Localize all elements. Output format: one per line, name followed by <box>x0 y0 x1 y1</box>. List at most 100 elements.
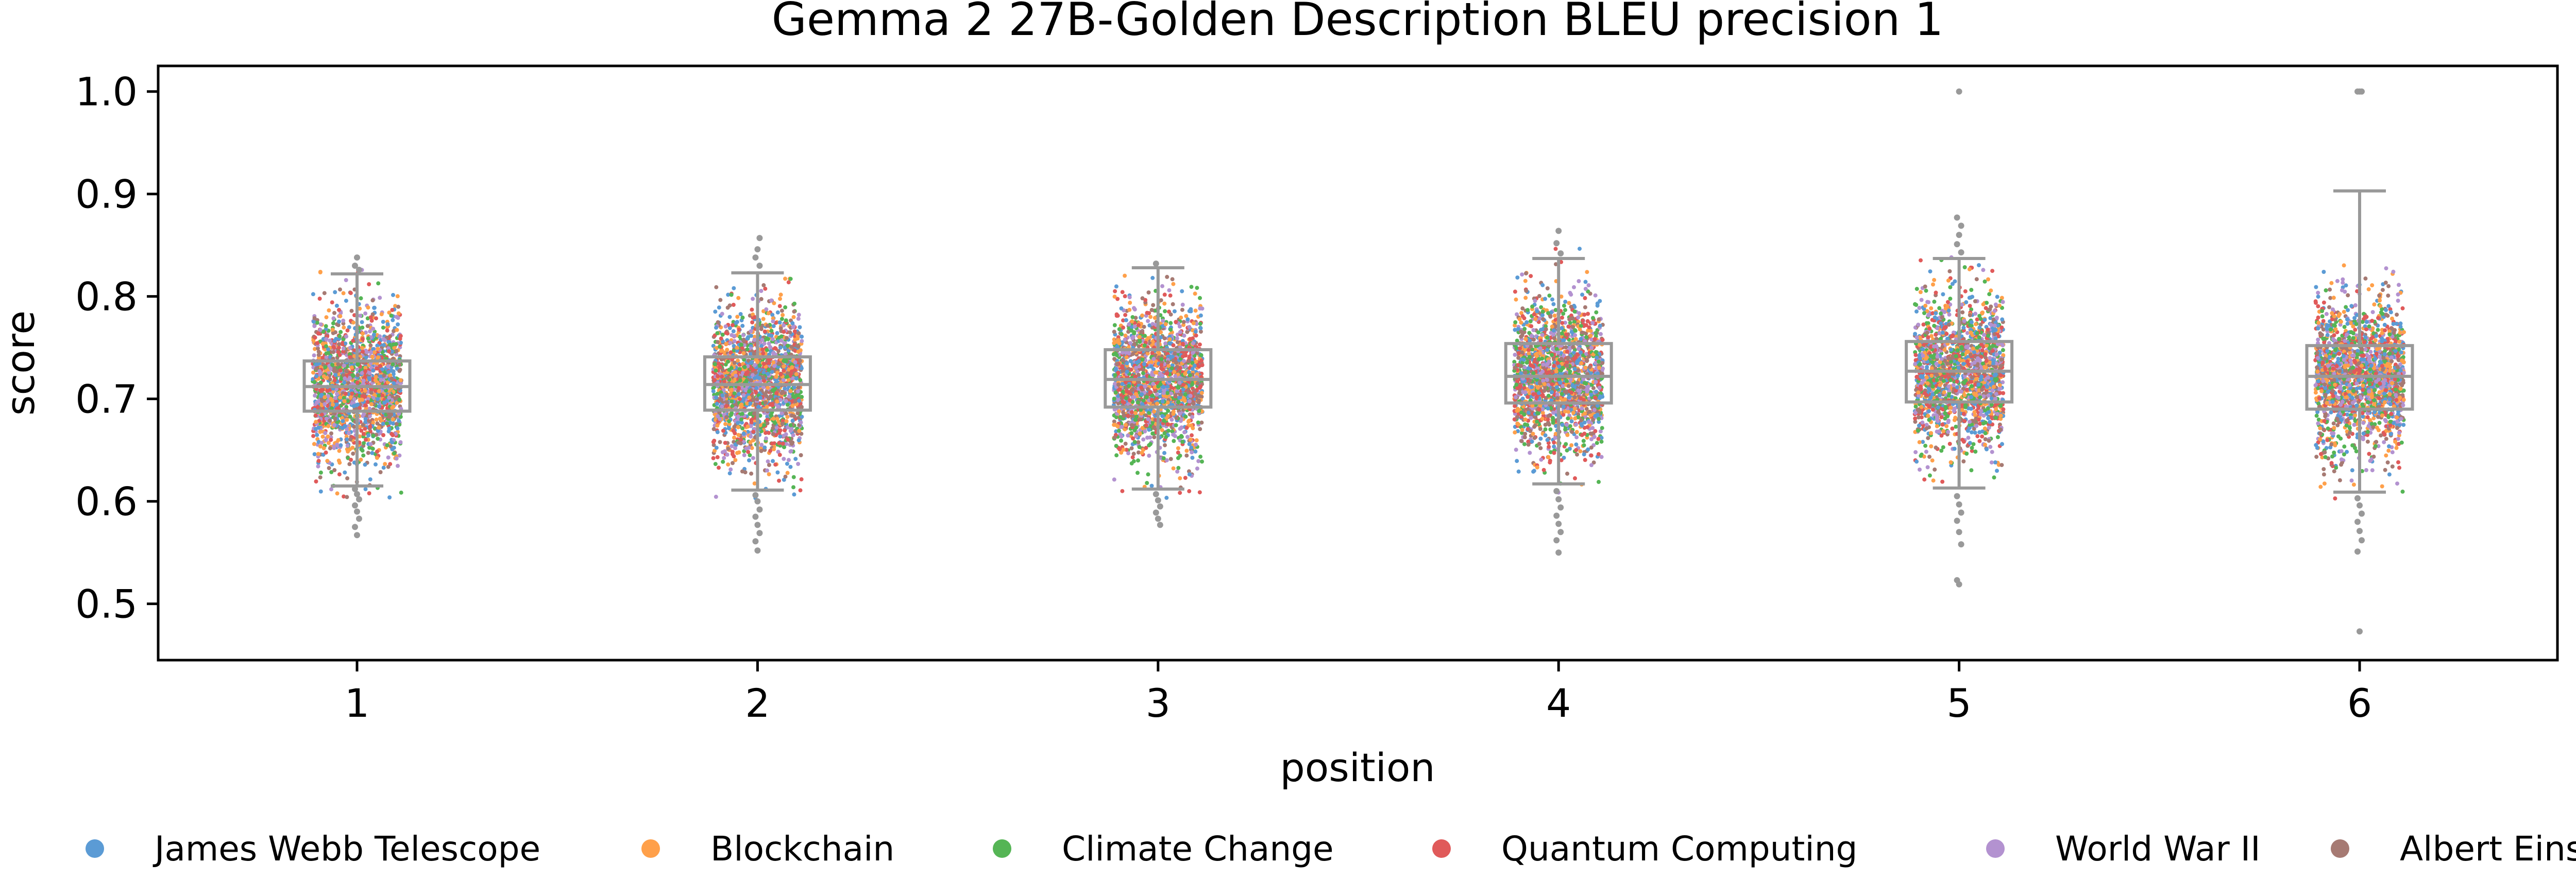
strip-point <box>728 340 733 345</box>
strip-point <box>776 404 781 409</box>
strip-point <box>338 314 343 319</box>
strip-point <box>312 316 317 320</box>
strip-point <box>782 330 786 334</box>
strip-point <box>1167 288 1172 292</box>
strip-point <box>329 487 333 492</box>
strip-point <box>771 432 775 436</box>
strip-point <box>796 313 801 317</box>
strip-point <box>1136 471 1140 475</box>
strip-point <box>779 338 784 343</box>
strip-point <box>330 363 335 367</box>
strip-point <box>717 305 721 310</box>
strip-point <box>382 343 386 348</box>
strip-point <box>714 325 718 330</box>
strip-point <box>731 323 735 327</box>
strip-point <box>362 412 366 417</box>
strip-point <box>798 488 803 493</box>
strip-point <box>361 432 366 436</box>
strip-point <box>369 390 374 395</box>
strip-point <box>723 441 727 445</box>
strip-point <box>355 373 360 377</box>
strip-point <box>319 398 324 403</box>
strip-point <box>361 378 366 383</box>
strip-point <box>361 331 365 336</box>
strip-point <box>376 437 380 441</box>
strip-point <box>369 402 374 406</box>
strip-point <box>348 346 352 350</box>
strip-point <box>793 457 798 461</box>
strip-point <box>794 376 799 381</box>
strip-point <box>368 442 373 446</box>
strip-point <box>337 307 341 312</box>
strip-point <box>778 434 783 439</box>
strip-point <box>325 459 330 463</box>
strip-point <box>781 313 785 317</box>
strip-point <box>1112 330 1116 334</box>
strip-point <box>371 368 376 373</box>
strip-point <box>735 346 739 350</box>
strip-point <box>1144 423 1148 428</box>
strip-point <box>1190 433 1194 438</box>
strip-point <box>788 423 793 427</box>
strip-point <box>1145 481 1149 485</box>
strip-point <box>1121 447 1126 452</box>
strip-point <box>788 464 793 469</box>
strip-point <box>366 451 370 455</box>
strip-point <box>727 315 732 319</box>
strip-point <box>773 347 778 351</box>
strip-point <box>775 417 779 421</box>
strip-point <box>736 296 741 300</box>
strip-point <box>1171 466 1176 471</box>
strip-point <box>311 434 316 438</box>
strip-point <box>789 344 794 349</box>
strip-point <box>324 337 329 341</box>
strip-point <box>347 462 352 467</box>
strip-point <box>777 304 782 308</box>
strip-point <box>792 301 796 306</box>
strip-point <box>374 417 379 422</box>
strip-point <box>381 465 386 470</box>
strip-point <box>731 329 736 334</box>
strip-point <box>1200 459 1204 464</box>
strip-point <box>341 419 345 423</box>
strip-point <box>1123 441 1128 446</box>
strip-point <box>714 368 718 373</box>
strip-point <box>385 328 389 333</box>
strip-point <box>336 438 341 442</box>
strip-point <box>1136 440 1141 444</box>
strip-point <box>721 428 725 433</box>
strip-point <box>768 345 773 350</box>
strip-point <box>758 395 762 400</box>
strip-point <box>1145 436 1149 440</box>
strip-point <box>394 456 399 461</box>
strip-point <box>328 377 332 382</box>
strip-point <box>392 329 396 333</box>
strip-point <box>790 365 794 370</box>
strip-point <box>377 425 381 430</box>
strip-point <box>765 468 769 473</box>
strip-point <box>368 329 372 334</box>
strip-point <box>784 399 788 403</box>
strip-point <box>385 421 389 426</box>
strip-point <box>370 446 375 451</box>
strip-point <box>1178 330 1182 334</box>
strip-point <box>348 415 352 419</box>
strip-point <box>735 451 739 455</box>
strip-point <box>363 462 367 467</box>
strip-point <box>318 475 323 480</box>
strip-point <box>1168 321 1173 325</box>
strip-point <box>328 418 332 423</box>
strip-point <box>321 446 326 451</box>
strip-point <box>361 423 365 427</box>
strip-point <box>394 315 399 319</box>
strip-point <box>315 341 319 346</box>
strip-point <box>379 312 384 317</box>
strip-point <box>739 342 743 347</box>
strip-point <box>778 398 783 402</box>
strip-point <box>713 462 718 467</box>
strip-point <box>313 393 317 398</box>
strip-point <box>391 362 395 367</box>
strip-point <box>777 320 782 325</box>
strip-point <box>769 329 774 333</box>
strip-point <box>737 367 742 371</box>
